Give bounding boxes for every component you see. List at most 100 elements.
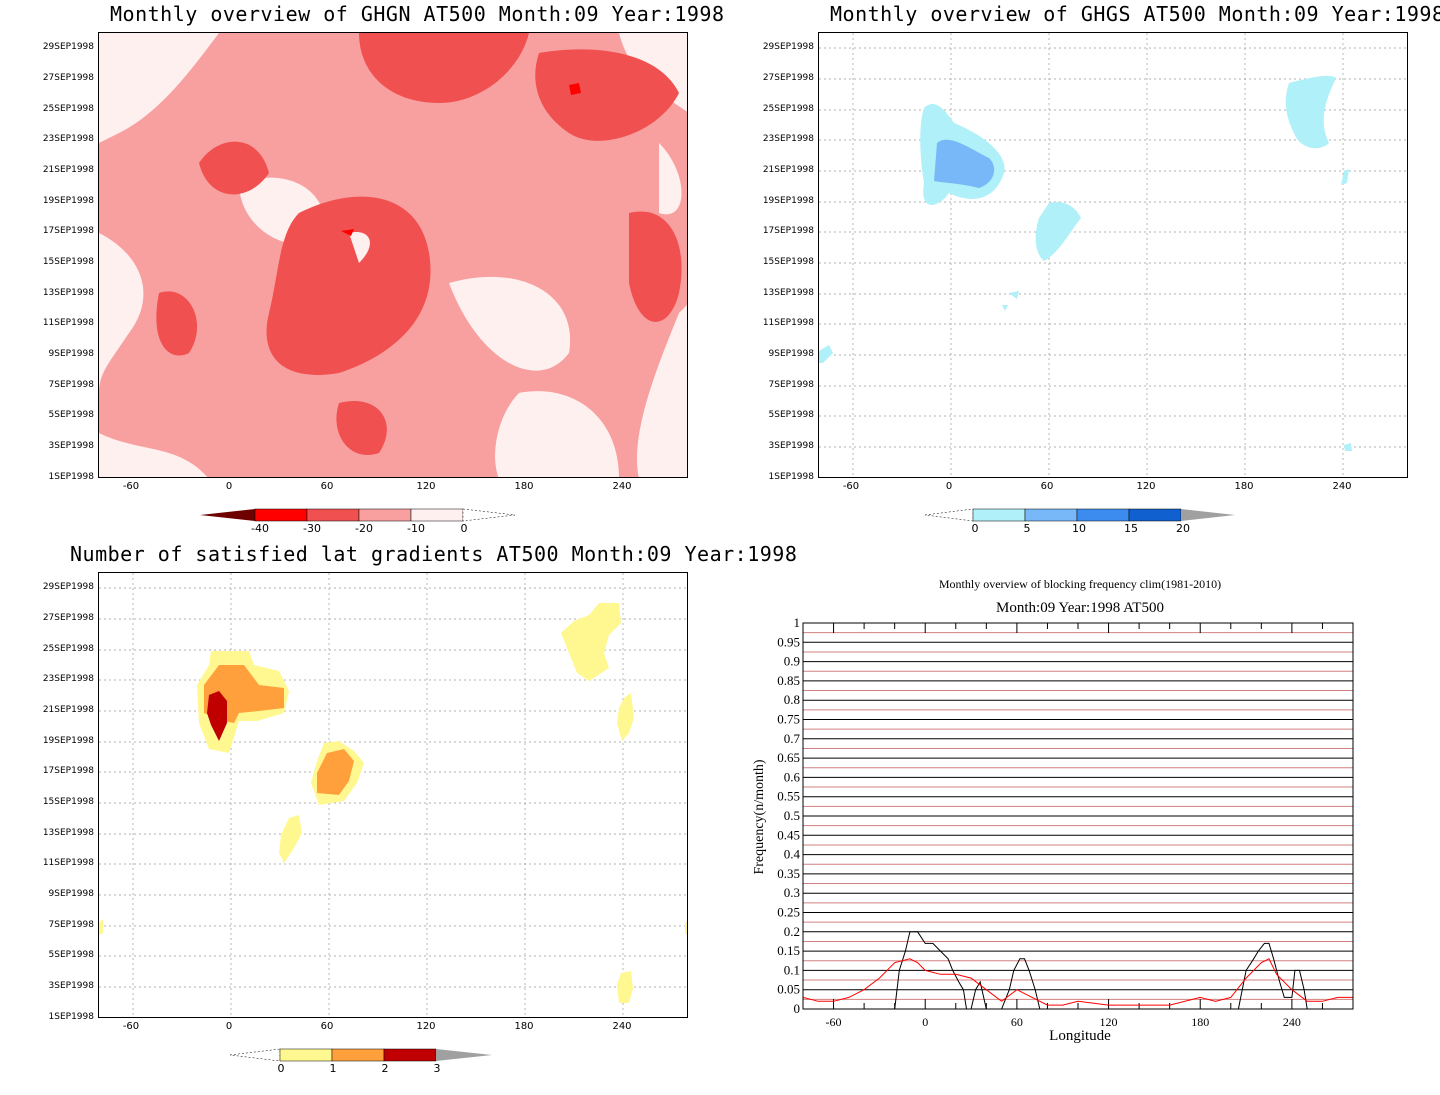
- x-tick: 180: [514, 1021, 534, 1032]
- y-tick: 9SEP1998: [768, 349, 814, 359]
- x-tick-label: 180: [1191, 1015, 1209, 1029]
- x-tick: 240: [612, 1021, 632, 1032]
- y-tick: 21SEP1998: [42, 165, 94, 175]
- panel-lat-gradients: Number of satisfied lat gradients AT500 …: [0, 540, 797, 1091]
- x-tick: 60: [1040, 481, 1054, 492]
- x-tick: 0: [225, 481, 233, 492]
- y-tick-label: 0: [794, 1001, 801, 1016]
- chart-title: Monthly overview of blocking frequency c…: [939, 577, 1221, 591]
- colorbar-label: 2: [381, 1062, 389, 1075]
- x-tick-label: 120: [1100, 1015, 1118, 1029]
- colorbar-label: 5: [1023, 522, 1031, 535]
- colorbar-label: 15: [1124, 522, 1138, 535]
- y-tick: 29SEP1998: [42, 42, 94, 52]
- x-tick-label: 60: [1011, 1015, 1023, 1029]
- colorbar-label: 20: [1176, 522, 1190, 535]
- y-tick: 7SEP1998: [48, 920, 94, 930]
- y-tick: 25SEP1998: [42, 104, 94, 114]
- y-tick: 19SEP1998: [762, 196, 814, 206]
- series-line-black: [803, 931, 1353, 1010]
- x-tick: 120: [416, 1021, 436, 1032]
- colorbar-label: -40: [251, 522, 269, 535]
- y-tick: 17SEP1998: [42, 766, 94, 776]
- colorbar-label: 0: [971, 522, 979, 535]
- colorbar: [200, 508, 516, 522]
- panel-title: Monthly overview of GHGS AT500 Month:09 …: [830, 2, 1440, 26]
- y-tick: 17SEP1998: [42, 226, 94, 236]
- ghgn-field: [99, 33, 687, 477]
- y-tick: 27SEP1998: [42, 73, 94, 83]
- map-plot: [98, 572, 688, 1018]
- y-tick: 23SEP1998: [42, 674, 94, 684]
- panel-title: Number of satisfied lat gradients AT500 …: [70, 542, 798, 566]
- colorbar-label: 0: [277, 1062, 285, 1075]
- y-tick-label: 0.25: [777, 905, 800, 920]
- y-tick: 3SEP1998: [48, 981, 94, 991]
- colorbar-label: -20: [355, 522, 373, 535]
- y-tick: 15SEP1998: [762, 257, 814, 267]
- y-tick: 15SEP1998: [42, 257, 94, 267]
- y-tick: 11SEP1998: [762, 318, 814, 328]
- x-tick-label: 0: [922, 1015, 928, 1029]
- x-tick: 60: [320, 1021, 334, 1032]
- chart-subtitle: Month:09 Year:1998 AT500: [996, 600, 1164, 616]
- y-tick: 27SEP1998: [762, 73, 814, 83]
- x-tick: -60: [122, 481, 140, 492]
- blocking-frequency-chart: Monthly overview of blocking frequency c…: [752, 577, 1354, 1044]
- colorbar: [230, 1048, 492, 1062]
- x-tick: 120: [1136, 481, 1156, 492]
- map-plot: [818, 32, 1408, 478]
- y-tick: 27SEP1998: [42, 613, 94, 623]
- y-tick-label: 0.75: [777, 712, 800, 727]
- y-tick: 17SEP1998: [762, 226, 814, 236]
- panel-title: Monthly overview of GHGN AT500 Month:09 …: [110, 2, 725, 26]
- y-tick-label: 0.3: [784, 885, 800, 900]
- x-tick: 180: [514, 481, 534, 492]
- lat-gradient-field: [99, 573, 687, 1017]
- y-tick-label: 0.2: [784, 924, 800, 939]
- y-tick: 5SEP1998: [48, 410, 94, 420]
- x-axis-label: Longitude: [1049, 1028, 1111, 1044]
- colorbar-label: -10: [407, 522, 425, 535]
- y-tick: 19SEP1998: [42, 736, 94, 746]
- x-tick: 240: [1332, 481, 1352, 492]
- ghgs-field: [819, 33, 1407, 477]
- y-tick-label: 0.35: [777, 866, 800, 881]
- y-tick: 7SEP1998: [768, 380, 814, 390]
- y-tick: 1SEP1998: [48, 472, 94, 482]
- panel-blocking-frequency: Monthly overview of blocking frequency c…: [720, 545, 1440, 1091]
- y-tick-label: 0.05: [777, 982, 800, 997]
- y-tick: 15SEP1998: [42, 797, 94, 807]
- y-tick-label: 0.45: [777, 827, 800, 842]
- y-tick: 21SEP1998: [42, 705, 94, 715]
- y-tick-label: 1: [794, 615, 801, 630]
- x-tick: 60: [320, 481, 334, 492]
- y-tick-label: 0.15: [777, 943, 800, 958]
- y-tick-label: 0.1: [784, 962, 800, 977]
- x-tick-label: 240: [1283, 1015, 1301, 1029]
- y-tick-label: 0.65: [777, 750, 800, 765]
- colorbar-label: 3: [433, 1062, 441, 1075]
- y-tick-label: 0.55: [777, 789, 800, 804]
- y-tick-label: 0.85: [777, 673, 800, 688]
- colorbar-label: 10: [1072, 522, 1086, 535]
- y-tick: 13SEP1998: [762, 288, 814, 298]
- series-line-red: [802, 958, 1353, 1006]
- y-tick-label: 0.8: [784, 692, 800, 707]
- x-tick: 180: [1234, 481, 1254, 492]
- y-tick: 25SEP1998: [762, 104, 814, 114]
- y-tick: 5SEP1998: [48, 950, 94, 960]
- y-tick: 9SEP1998: [48, 349, 94, 359]
- y-tick: 13SEP1998: [42, 828, 94, 838]
- y-tick-label: 0.95: [777, 634, 800, 649]
- y-tick: 29SEP1998: [42, 582, 94, 592]
- y-tick: 11SEP1998: [42, 858, 94, 868]
- y-tick: 7SEP1998: [48, 380, 94, 390]
- y-tick: 29SEP1998: [762, 42, 814, 52]
- y-tick: 1SEP1998: [768, 472, 814, 482]
- y-tick-label: 0.4: [784, 847, 801, 862]
- y-tick-label: 0.7: [784, 731, 801, 746]
- panel-ghgs: Monthly overview of GHGS AT500 Month:09 …: [720, 0, 1440, 545]
- x-tick: 120: [416, 481, 436, 492]
- y-tick-label: 0.9: [784, 654, 800, 669]
